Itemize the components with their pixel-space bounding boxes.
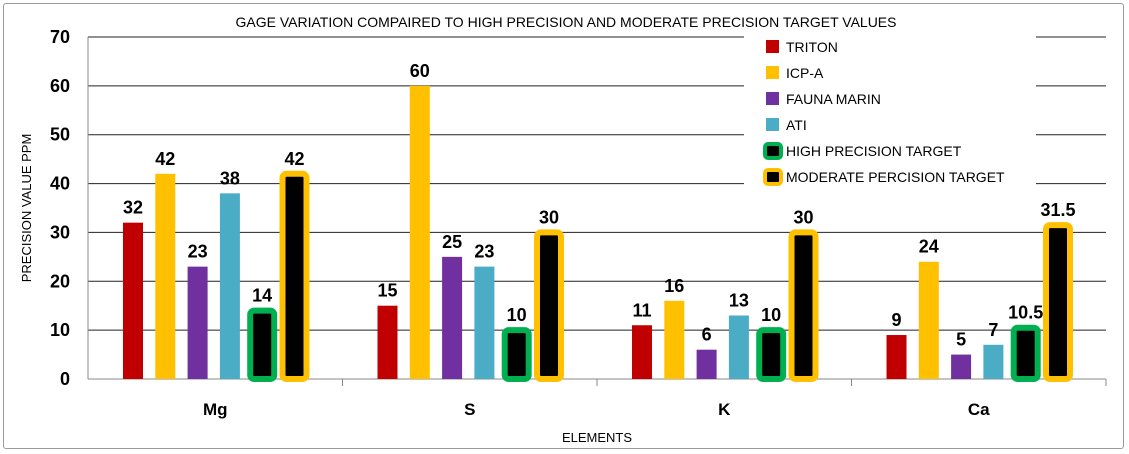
bar-fauna-marin bbox=[951, 354, 972, 379]
legend-label: FAUNA MARIN bbox=[786, 91, 881, 107]
bar-ati bbox=[474, 266, 495, 379]
bars bbox=[123, 85, 1073, 383]
bar-ati bbox=[219, 193, 240, 379]
y-tick-label: 60 bbox=[50, 76, 70, 96]
y-tick-label: 40 bbox=[50, 174, 70, 194]
data-label: 60 bbox=[410, 61, 430, 81]
y-tick-label: 0 bbox=[60, 369, 70, 389]
data-label: 7 bbox=[988, 320, 998, 340]
data-label: 13 bbox=[729, 290, 749, 310]
legend-swatch bbox=[766, 92, 779, 105]
x-axis-label: ELEMENTS bbox=[562, 430, 632, 445]
bar-ati bbox=[728, 315, 749, 379]
bar-icp-a bbox=[155, 173, 176, 379]
x-tick-label: S bbox=[464, 400, 475, 419]
data-label: 42 bbox=[155, 149, 175, 169]
chart-title: GAGE VARIATION COMPAIRED TO HIGH PRECISI… bbox=[236, 14, 897, 30]
y-tick-label: 20 bbox=[50, 271, 70, 291]
data-label: 11 bbox=[632, 300, 651, 320]
data-label: 10.5 bbox=[1008, 303, 1043, 323]
y-tick-label: 30 bbox=[50, 222, 70, 242]
bar-moderate-percision-target bbox=[1043, 222, 1073, 382]
y-axis-label: PRECISION VALUE PPM bbox=[19, 134, 34, 283]
y-tick-label: 70 bbox=[50, 27, 70, 47]
data-label: 24 bbox=[919, 237, 939, 257]
bar-triton bbox=[632, 325, 652, 379]
legend-label: ATI bbox=[786, 117, 807, 133]
data-label: 42 bbox=[284, 149, 304, 169]
data-label: 25 bbox=[442, 232, 462, 252]
data-label: 16 bbox=[664, 276, 684, 296]
data-label: 15 bbox=[377, 281, 397, 301]
data-label: 23 bbox=[474, 242, 494, 262]
data-label: 23 bbox=[188, 242, 208, 262]
data-label: 10 bbox=[761, 305, 781, 325]
bar-icp-a bbox=[918, 261, 939, 379]
legend-swatch bbox=[763, 142, 783, 160]
bar-moderate-percision-target bbox=[279, 170, 310, 382]
legend-swatch bbox=[766, 118, 779, 131]
bar-high-precision-target bbox=[501, 327, 532, 382]
y-tick-labels: 0 10 20 30 40 50 60 70 bbox=[50, 27, 70, 389]
y-tick-label: 50 bbox=[50, 125, 70, 145]
bar-ati bbox=[983, 344, 1004, 379]
legend-label: TRITON bbox=[786, 39, 838, 55]
legend: TRITON ICP-A FAUNA MARIN ATI HIGH PRECISION … bbox=[744, 33, 1036, 189]
legend-swatch bbox=[766, 40, 779, 53]
bar-triton bbox=[377, 305, 398, 379]
data-labels: 32 42 23 38 14 42 15 60 25 23 10 30 11 16 6 13 10 30 9 24 5 7… bbox=[123, 61, 1076, 350]
bar-fauna-marin bbox=[187, 266, 208, 379]
x-tick-label: K bbox=[718, 400, 731, 419]
bar-moderate-percision-target bbox=[788, 229, 819, 382]
bar-fauna-marin bbox=[442, 256, 463, 379]
legend-background bbox=[744, 33, 1036, 189]
x-tick-label: Ca bbox=[968, 400, 990, 419]
bar-icp-a bbox=[664, 300, 685, 379]
bar-high-precision-target bbox=[1010, 324, 1041, 383]
x-tick-labels: Mg S K Ca bbox=[203, 400, 990, 419]
data-label: 6 bbox=[702, 325, 712, 345]
data-label: 9 bbox=[891, 310, 901, 330]
bar-moderate-percision-target bbox=[534, 229, 564, 382]
legend-swatch bbox=[766, 66, 779, 79]
legend-swatch bbox=[763, 168, 783, 186]
data-label: 5 bbox=[956, 330, 966, 350]
bar-triton bbox=[886, 335, 907, 379]
data-label: 38 bbox=[220, 168, 240, 188]
bar-icp-a bbox=[409, 85, 430, 379]
bar-high-precision-target bbox=[756, 327, 787, 382]
data-label: 30 bbox=[539, 207, 559, 227]
data-label: 10 bbox=[507, 305, 527, 325]
y-tick-label: 10 bbox=[50, 320, 70, 340]
bar-triton bbox=[123, 222, 143, 379]
x-tick-label: Mg bbox=[203, 400, 228, 419]
data-label: 31.5 bbox=[1040, 200, 1075, 220]
legend-label: MODERATE PERCISION TARGET bbox=[786, 169, 1005, 185]
data-label: 14 bbox=[252, 286, 272, 306]
data-label: 32 bbox=[123, 198, 143, 218]
data-label: 30 bbox=[793, 207, 813, 227]
bar-fauna-marin bbox=[696, 349, 717, 379]
bar-high-precision-target bbox=[247, 307, 278, 383]
legend-label: HIGH PRECISION TARGET bbox=[786, 143, 962, 159]
legend-label: ICP-A bbox=[786, 65, 824, 81]
